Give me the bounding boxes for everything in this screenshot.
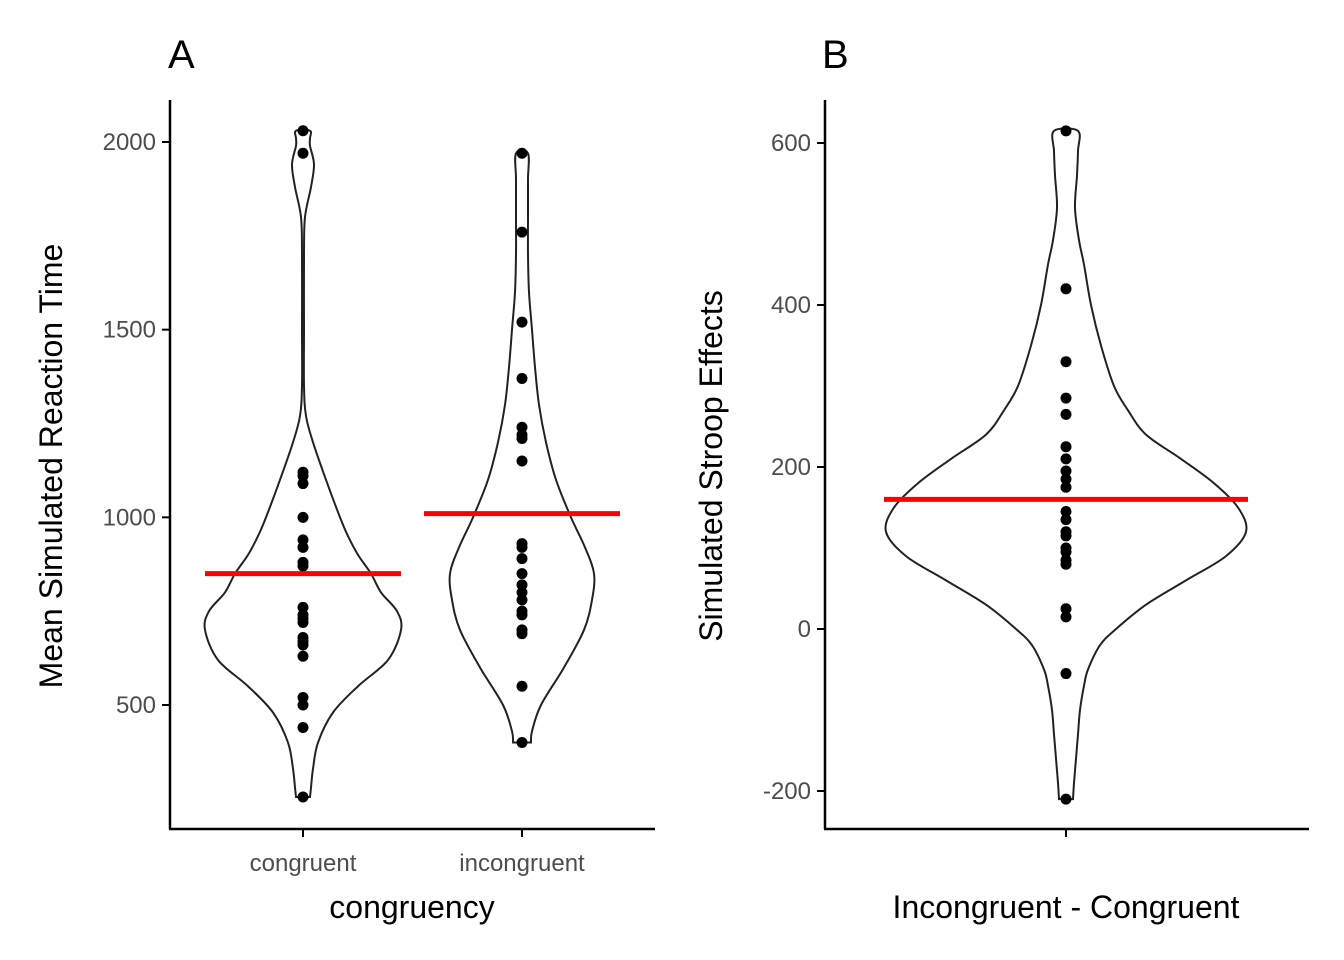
data-point xyxy=(516,455,528,467)
data-point xyxy=(1060,514,1072,526)
data-point xyxy=(1060,465,1072,477)
y-tick-label: 600 xyxy=(771,130,811,157)
data-point xyxy=(516,433,528,445)
data-point xyxy=(516,226,528,238)
panel-b-y-axis-title: Simulated Stroop Effects xyxy=(693,290,729,642)
data-point xyxy=(297,541,309,553)
data-point xyxy=(1060,603,1072,615)
data-point xyxy=(1060,283,1072,295)
data-point xyxy=(1060,453,1072,465)
panel-b: B -200 0 200 400 600 Incongruent - Congruent… xyxy=(693,33,1309,925)
data-point xyxy=(516,628,528,640)
y-tick-label: 400 xyxy=(771,292,811,319)
violin-shape xyxy=(448,148,596,744)
data-point xyxy=(516,553,528,565)
data-point xyxy=(516,609,528,621)
panel-a: A 500 1000 1500 2000 congruent incongruent c… xyxy=(33,33,655,925)
x-tick-label: congruent xyxy=(250,850,357,877)
panel-b-label: B xyxy=(822,33,849,77)
y-tick-label: 2000 xyxy=(103,129,156,156)
data-point xyxy=(297,478,309,490)
data-point xyxy=(1060,473,1072,485)
panel-b-plot-area xyxy=(884,125,1248,805)
data-point xyxy=(297,125,309,137)
data-point xyxy=(1060,668,1072,680)
data-point xyxy=(1060,441,1072,453)
panel-a-label: A xyxy=(168,33,195,77)
y-tick-label: 0 xyxy=(798,616,811,643)
data-point xyxy=(516,568,528,580)
data-point xyxy=(1060,481,1072,493)
data-point xyxy=(1060,506,1072,518)
panel-b-y-ticks: -200 0 200 400 600 xyxy=(763,130,825,805)
y-tick-label: 1000 xyxy=(103,504,156,531)
y-tick-label: 1500 xyxy=(103,317,156,344)
x-tick-label: incongruent xyxy=(459,850,585,877)
data-point xyxy=(297,616,309,628)
data-point xyxy=(1060,356,1072,368)
data-point xyxy=(516,680,528,692)
data-point xyxy=(1060,530,1072,542)
data-point xyxy=(297,650,309,662)
y-tick-label: 500 xyxy=(116,692,156,719)
panel-a-x-axis-title: congruency xyxy=(329,889,494,925)
y-tick-label: -200 xyxy=(763,778,811,805)
data-point xyxy=(516,147,528,159)
data-point xyxy=(1060,611,1072,623)
data-point xyxy=(297,511,309,523)
data-point xyxy=(297,791,309,803)
data-point xyxy=(516,737,528,749)
data-point xyxy=(516,372,528,384)
data-point xyxy=(297,147,309,159)
panel-a-y-ticks: 500 1000 1500 2000 xyxy=(103,129,170,719)
panel-a-y-axis-title: Mean Simulated Reaction Time xyxy=(33,244,69,689)
data-point xyxy=(516,316,528,328)
data-point xyxy=(297,699,309,711)
panel-b-x-axis-title: Incongruent - Congruent xyxy=(893,889,1240,925)
data-point xyxy=(297,560,309,572)
data-point xyxy=(1060,793,1072,805)
data-point xyxy=(1060,408,1072,420)
data-point xyxy=(516,541,528,553)
data-point xyxy=(1060,125,1072,137)
data-point xyxy=(297,639,309,651)
panel-a-x-ticks: congruent incongruent xyxy=(250,829,585,877)
data-point xyxy=(516,594,528,606)
y-tick-label: 200 xyxy=(771,454,811,481)
data-point xyxy=(1060,546,1072,558)
data-point xyxy=(1060,392,1072,404)
data-point xyxy=(297,722,309,734)
data-point xyxy=(1060,558,1072,570)
panel-a-plot-area xyxy=(203,125,620,803)
